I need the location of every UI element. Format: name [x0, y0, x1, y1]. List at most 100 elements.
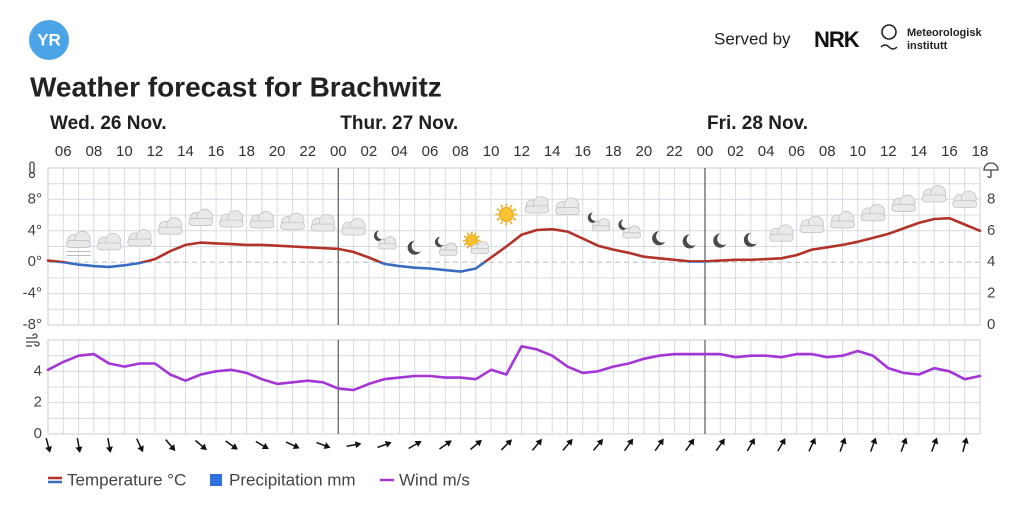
wind-arrow-head: [657, 438, 664, 446]
nrk-logo[interactable]: NRK: [814, 27, 861, 52]
sun-ray: [474, 232, 477, 236]
hour-label: 16: [208, 143, 225, 160]
cloud-part: [921, 194, 947, 203]
cloud-part: [438, 249, 458, 256]
hour-label: 00: [330, 143, 347, 160]
hour-label: 06: [422, 143, 439, 160]
sun-ray: [509, 204, 513, 208]
cloud-part: [799, 225, 825, 234]
sun-ray: [463, 242, 467, 246]
legend-label: Precipitation mm: [229, 470, 356, 489]
wind-arrow-head: [809, 437, 816, 445]
hour-label: 10: [116, 143, 133, 160]
wind-arrow: [746, 438, 755, 452]
wind-arrow: [377, 441, 392, 449]
legend-swatch: [210, 474, 222, 486]
y2-tick-label: 8: [987, 190, 995, 207]
hour-label: 12: [147, 143, 164, 160]
wind-arrow-head: [839, 437, 847, 445]
wind-arrow: [562, 438, 573, 451]
wind-arrow-head: [870, 437, 878, 445]
moon: [434, 236, 445, 248]
wind-arrow: [654, 438, 664, 452]
wind-arrow: [623, 438, 634, 452]
hour-label: 02: [727, 143, 744, 160]
wind-arrow-head: [444, 440, 452, 447]
met-logo-wave: [880, 44, 898, 50]
hour-label: 18: [972, 143, 989, 160]
cloud-part: [310, 223, 336, 232]
y2-tick-label: 0: [987, 316, 995, 333]
y-tick-label: 0: [34, 425, 42, 442]
cloud-part: [341, 227, 366, 236]
hour-label: 06: [788, 143, 805, 160]
moon: [743, 232, 757, 247]
served-by: Served by: [714, 29, 791, 48]
hour-label: 12: [880, 143, 897, 160]
wind-arrow: [900, 437, 908, 452]
met-name[interactable]: Meteorologisk: [907, 27, 982, 39]
cloud-part: [157, 226, 183, 235]
hour-label: 18: [238, 143, 255, 160]
cloud-part: [66, 240, 91, 248]
weather-symbol: [830, 211, 855, 229]
cloud-part: [470, 248, 490, 255]
wind-arrow-head: [106, 446, 113, 453]
moon: [373, 230, 384, 242]
hour-label: 16: [941, 143, 958, 160]
wind-arrow-head: [687, 438, 695, 446]
wind-arrow: [685, 438, 695, 452]
cloud-part: [830, 220, 855, 229]
page-title: Weather forecast for Brachwitz: [30, 71, 442, 102]
cloud-part: [768, 233, 794, 242]
wind-arrow: [961, 437, 969, 452]
wind-arrow: [194, 439, 207, 451]
weather-symbol: [373, 230, 397, 250]
hour-label: 12: [513, 143, 530, 160]
wind-arrow: [469, 439, 482, 451]
y2-tick-label: 4: [987, 253, 995, 270]
weather-symbol: [188, 208, 214, 226]
wind-arrow-head: [718, 438, 725, 446]
yr-logo[interactable]: [29, 20, 69, 60]
weather-symbol: [127, 229, 153, 247]
sun-ray: [476, 235, 480, 238]
weather-symbol: [921, 185, 947, 203]
sun-ray: [466, 245, 470, 249]
sun-ray: [509, 221, 513, 225]
cloud-part: [555, 207, 580, 215]
day-label: Wed. 26 Nov.: [50, 113, 167, 134]
wind-arrow-head: [168, 444, 176, 452]
weather-symbol: [434, 236, 458, 256]
wind-arrow-head: [45, 446, 52, 453]
hour-label: 14: [544, 143, 561, 160]
weather-symbol: [682, 234, 696, 249]
cloud-part: [280, 222, 305, 230]
y-tick-label: 0°: [28, 253, 42, 270]
legend-label: Wind m/s: [399, 470, 470, 489]
hour-label: 06: [55, 143, 72, 160]
y-tick-label: 8°: [28, 190, 42, 207]
cloud-part: [952, 200, 978, 208]
y2-tick-label: 2: [987, 285, 995, 302]
weather-symbol: [743, 232, 757, 247]
cloud-part: [249, 220, 275, 229]
wind-arrow: [500, 439, 513, 451]
weather-symbol: [310, 214, 336, 232]
sun-ray: [500, 221, 504, 225]
hour-label: 14: [911, 143, 928, 160]
wind-arrow: [408, 440, 422, 450]
hour-label: 08: [819, 143, 836, 160]
sun-ray: [512, 217, 517, 221]
wind-arrow-head: [596, 438, 604, 446]
wind-arrow-head: [292, 442, 300, 450]
wind-arrow-head: [535, 438, 543, 446]
series-line: [46, 345, 982, 392]
series-line: [46, 216, 982, 273]
weather-symbol: [218, 210, 244, 228]
weather-symbol: [66, 230, 91, 257]
cloud-part: [891, 204, 917, 212]
weather-symbol: [157, 217, 183, 235]
weather-symbol: [618, 219, 641, 239]
